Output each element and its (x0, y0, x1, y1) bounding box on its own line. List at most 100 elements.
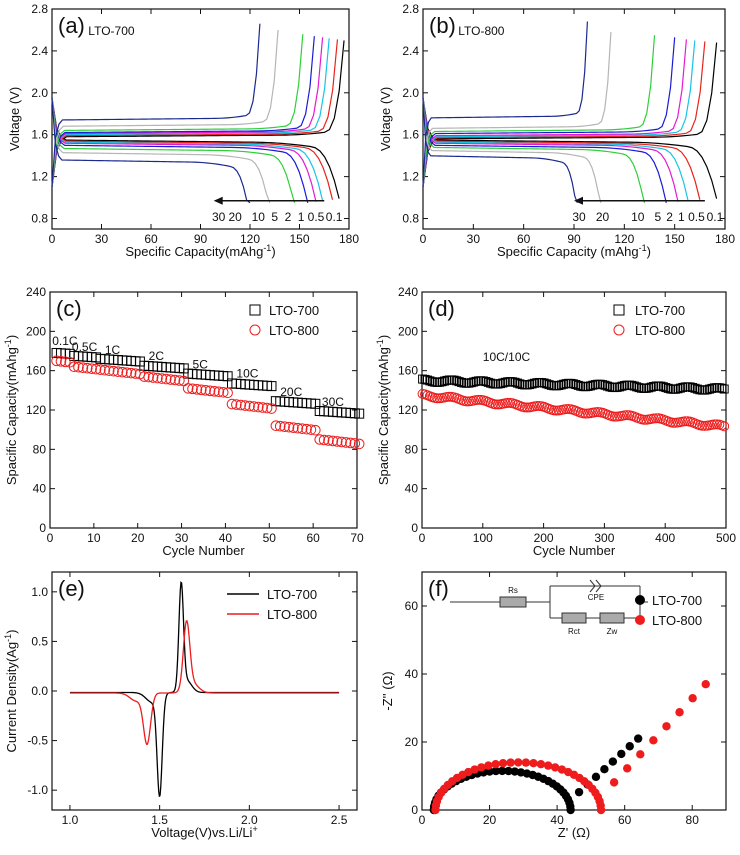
data-point-LTO-800 (514, 758, 523, 767)
x-tick-label: 60 (618, 813, 632, 827)
data-point-LTO-700 (627, 380, 637, 390)
discharge-curve-5C (51, 97, 296, 203)
data-point-LTO-800 (217, 387, 229, 398)
data-point-LTO-800 (77, 362, 89, 374)
data-point-LTO-700 (714, 383, 724, 393)
data-point-LTO-700 (678, 382, 688, 392)
data-point-LTO-800 (165, 374, 176, 385)
data-point-LTO-800 (701, 680, 710, 689)
data-point-LTO-800 (253, 401, 264, 413)
data-point-LTO-700 (510, 377, 520, 387)
charge-curve-0.1C (422, 42, 718, 188)
data-point-LTO-800 (200, 385, 211, 396)
y-tick-label: 2.8 (402, 2, 419, 16)
data-point-LTO-800 (609, 778, 619, 787)
data-point-LTO-800 (213, 386, 225, 398)
data-point-LTO-800 (310, 424, 321, 436)
charge-curve-10C (51, 29, 279, 188)
data-point-LTO-800 (244, 400, 255, 412)
circuit-cpe (589, 579, 596, 593)
data-point-LTO-800 (301, 423, 312, 435)
discharge-curve-0.1C (51, 97, 340, 199)
discharge-curve-30C (422, 98, 578, 204)
legend-label: LTO-700 (267, 587, 317, 602)
panel-a: 0 30 60 90 120 150 1800.81.21.62.02.42.8Specif… (7, 2, 359, 259)
x-tick-label: 0 (420, 232, 427, 246)
rate-label: 10 (631, 210, 645, 224)
data-point-LTO-800 (90, 363, 102, 375)
data-point-LTO-800 (257, 402, 269, 413)
data-point-LTO-700 (707, 383, 717, 393)
y-axis-label: Voltage (V) (7, 87, 22, 151)
data-point-LTO-800 (143, 371, 154, 383)
rate-label: 1 (678, 210, 685, 224)
y-tick-label: 40 (405, 667, 419, 681)
x-tick-label: 90 (567, 232, 581, 246)
data-point-LTO-700 (542, 379, 552, 389)
y-tick-label: 120 (398, 403, 418, 417)
data-point-LTO-700 (498, 378, 508, 388)
x-tick-label: 10 (87, 531, 101, 545)
data-point-LTO-800 (327, 435, 339, 447)
data-point-LTO-700 (598, 380, 608, 390)
data-point-LTO-800 (353, 438, 365, 450)
discharge-curve-1C (422, 97, 679, 202)
data-point-LTO-700 (600, 765, 609, 774)
data-point-LTO-700 (583, 381, 593, 391)
data-point-LTO-800 (688, 694, 697, 703)
x-tick-label: 90 (194, 232, 208, 246)
data-point-LTO-700 (449, 375, 459, 385)
y-tick-label: 20 (405, 735, 419, 749)
legend-marker-LTO-800 (249, 324, 261, 336)
data-point-LTO-800 (156, 373, 168, 384)
data-point-LTO-700 (544, 380, 554, 390)
data-point-LTO-800 (444, 391, 455, 402)
data-point-LTO-700 (508, 377, 518, 387)
discharge-curve-0.5C (422, 97, 689, 201)
circuit-resistor-rct (561, 612, 587, 624)
data-point-LTO-800 (239, 400, 251, 411)
y-tick-label: -1.0 (27, 783, 48, 797)
charge-curve-5C (422, 35, 656, 188)
data-point-LTO-800 (345, 437, 356, 449)
rate-arrowhead (574, 196, 583, 205)
data-point-LTO-700 (420, 374, 430, 384)
data-point-LTO-700 (663, 383, 673, 393)
x-tick-label: 60 (306, 531, 320, 545)
data-point-LTO-800 (191, 384, 203, 395)
data-point-LTO-800 (719, 421, 730, 432)
circuit-label: CPE (588, 593, 604, 602)
data-point-LTO-700 (486, 378, 496, 388)
data-point-LTO-800 (152, 372, 163, 384)
y-tick-label: 0 (39, 521, 46, 535)
y-tick-label: 240 (26, 285, 46, 299)
data-point-LTO-800 (473, 394, 484, 405)
data-point-LTO-700 (705, 384, 715, 394)
x-tick-label: 0 (419, 531, 426, 545)
discharge-curve-10C (51, 97, 271, 204)
legend-label: LTO-800 (635, 323, 685, 338)
data-point-LTO-800 (490, 399, 501, 410)
data-point-LTO-700 (617, 749, 626, 759)
charge-curve-5C (51, 34, 304, 188)
y-axis-label: Spacific Capacity(mAhg-1) (3, 335, 19, 485)
sample-label: LTO-800 (458, 24, 505, 38)
panel-label: (d) (428, 296, 455, 321)
charge-curve-0.1C (51, 40, 345, 188)
discharge-curve-0.5C (51, 97, 324, 201)
x-tick-label: 0 (49, 232, 56, 246)
data-point-LTO-700 (615, 382, 625, 392)
data-point-LTO-800 (340, 437, 352, 448)
x-tick-label: 60 (144, 232, 158, 246)
data-point-LTO-800 (621, 410, 632, 421)
y-axis-label: Spacific Capacity(mAhg-1) (375, 335, 391, 485)
y-tick-label: 80 (33, 442, 47, 456)
data-point-LTO-800 (261, 402, 273, 414)
data-point-LTO-700 (690, 383, 700, 393)
x-tick-label: 40 (550, 813, 564, 827)
x-tick-label: 70 (350, 531, 364, 545)
data-point-LTO-800 (464, 767, 473, 777)
data-point-LTO-700 (625, 742, 634, 751)
data-point-LTO-700 (634, 383, 644, 393)
data-point-LTO-700 (658, 382, 668, 392)
